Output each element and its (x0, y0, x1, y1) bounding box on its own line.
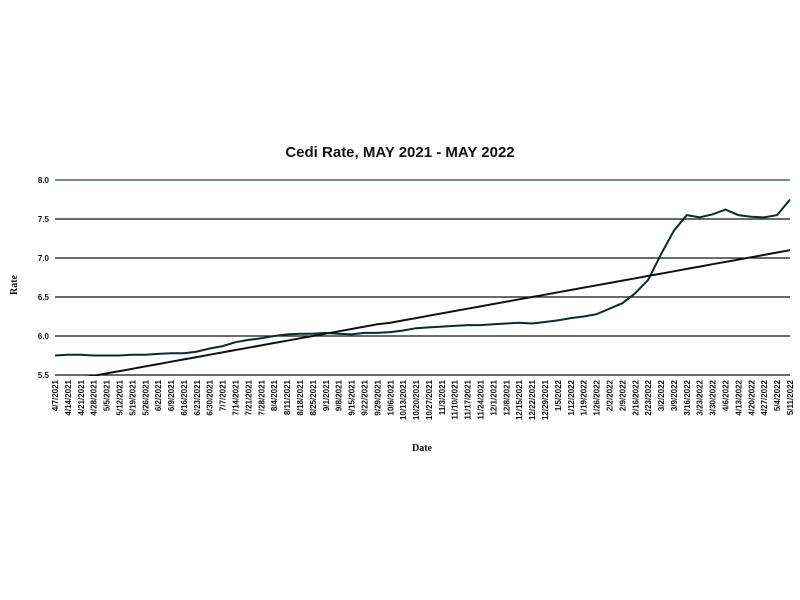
y-tick-label: 7.0 (38, 254, 50, 263)
x-tick-label: 11/17/2021 (464, 379, 473, 419)
x-tick-label: 3/23/2022 (696, 379, 705, 415)
x-tick-label: 2/2/2022 (605, 379, 614, 411)
x-tick-label: 4/14/2021 (64, 379, 73, 415)
x-tick-label: 6/23/2021 (193, 379, 202, 415)
x-tick-label: 4/28/2021 (90, 379, 99, 415)
x-tick-label: 1/26/2022 (593, 379, 602, 415)
y-tick-label: 6.0 (38, 332, 50, 341)
x-tick-label: 3/9/2022 (670, 379, 679, 411)
y-tick-label: 5.5 (38, 371, 50, 380)
y-tick-label: 8.0 (38, 176, 50, 185)
x-tick-label: 1/19/2022 (580, 379, 589, 415)
x-tick-label: 1/12/2022 (567, 379, 576, 415)
x-tick-label: 5/4/2022 (773, 379, 782, 411)
y-axis-label: Rate (9, 274, 20, 295)
x-tick-label: 12/29/2021 (541, 379, 550, 420)
x-tick-label: 5/19/2021 (128, 379, 137, 415)
x-tick-label: 4/13/2022 (734, 379, 743, 415)
x-tick-label: 4/7/2021 (51, 379, 60, 411)
x-tick-label: 2/9/2022 (618, 379, 627, 411)
x-tick-label: 12/22/2021 (528, 379, 537, 420)
x-tick-label: 5/5/2021 (103, 379, 112, 411)
x-tick-label: 10/6/2021 (386, 379, 395, 415)
x-tick-label: 3/30/2022 (709, 379, 718, 415)
x-tick-label: 2/16/2022 (631, 379, 640, 415)
x-tick-label: 8/18/2021 (296, 379, 305, 415)
x-tick-label: 4/21/2021 (77, 379, 86, 415)
x-tick-label: 4/27/2022 (760, 379, 769, 415)
x-tick-label: 2/23/2022 (644, 379, 653, 415)
x-tick-label: 6/2/2021 (154, 379, 163, 411)
x-tick-label: 9/22/2021 (360, 379, 369, 415)
line-series (86, 249, 791, 376)
x-tick-label: 8/25/2021 (309, 379, 318, 415)
y-tick-label: 6.5 (38, 293, 50, 302)
x-tick-label: 6/30/2021 (206, 379, 215, 415)
x-tick-label: 10/13/2021 (399, 379, 408, 420)
x-tick-label: 4/20/2022 (747, 379, 756, 415)
x-tick-label: 12/1/2021 (489, 379, 498, 415)
line-series (55, 198, 791, 357)
x-tick-label: 9/1/2021 (322, 379, 331, 411)
x-tick-label: 9/15/2021 (348, 379, 357, 415)
x-tick-label: 7/21/2021 (244, 379, 253, 415)
x-tick-label: 3/2/2022 (657, 379, 666, 411)
x-tick-label: 3/16/2022 (683, 379, 692, 415)
x-tick-label: 12/15/2021 (515, 379, 524, 420)
x-tick-label: 6/16/2021 (180, 379, 189, 415)
x-tick-label: 5/12/2021 (115, 379, 124, 415)
x-tick-label: 4/6/2022 (722, 379, 731, 411)
y-tick-label: 7.5 (38, 215, 50, 224)
x-tick-label: 8/4/2021 (270, 379, 279, 411)
x-tick-label: 11/24/2021 (477, 379, 486, 419)
x-tick-label: 9/29/2021 (373, 379, 382, 415)
x-tick-label: 7/7/2021 (219, 379, 228, 411)
x-tick-label: 1/5/2022 (554, 379, 563, 411)
x-axis-label: Date (412, 443, 433, 454)
x-tick-label: 10/20/2021 (412, 379, 421, 420)
x-tick-label: 8/11/2021 (283, 379, 292, 415)
x-tick-label: 7/28/2021 (257, 379, 266, 415)
x-tick-label: 5/11/2022 (786, 379, 795, 415)
x-tick-label: 6/9/2021 (167, 379, 176, 411)
x-tick-label: 10/27/2021 (425, 379, 434, 420)
x-tick-label: 11/3/2021 (438, 379, 447, 415)
x-tick-label: 12/8/2021 (502, 379, 511, 415)
x-tick-label: 11/10/2021 (451, 379, 460, 419)
x-tick-label: 9/8/2021 (335, 379, 344, 411)
chart-title: Cedi Rate, MAY 2021 - MAY 2022 (285, 144, 514, 161)
x-tick-label: 5/26/2021 (141, 379, 150, 415)
x-tick-label: 7/14/2021 (232, 379, 241, 415)
